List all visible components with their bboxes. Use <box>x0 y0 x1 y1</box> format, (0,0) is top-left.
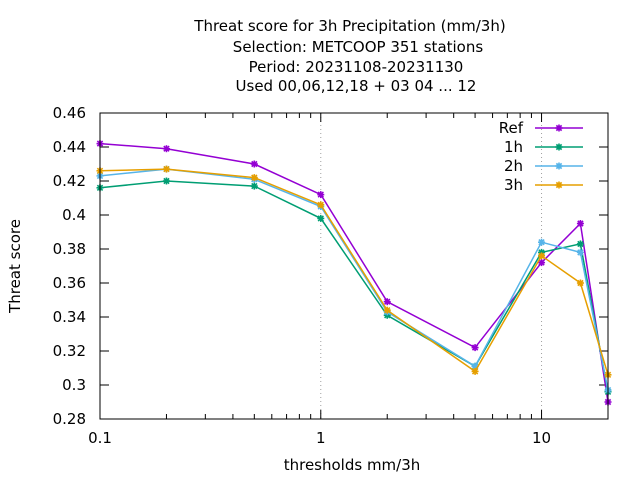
y-tick-label: 0.4 <box>62 206 86 224</box>
legend-marker-3h <box>555 181 563 189</box>
data-point-3h <box>250 174 258 182</box>
data-point-3h <box>317 201 325 209</box>
data-point-1h <box>317 214 325 222</box>
data-point-2h <box>576 248 584 256</box>
data-point-3h <box>538 252 546 260</box>
series-line-2h <box>99 168 609 391</box>
series-group <box>96 140 612 406</box>
legend-label-2h: 2h <box>504 157 523 175</box>
title-line-2: Selection: METCOOP 351 stations <box>233 38 484 56</box>
y-tick-label: 0.38 <box>53 240 86 258</box>
y-tick-label: 0.3 <box>62 376 86 394</box>
y-tick-label: 0.44 <box>53 138 86 156</box>
data-point-Ref <box>538 259 546 267</box>
x-tick-label: 10 <box>532 429 551 447</box>
x-axis-label: thresholds mm/3h <box>284 456 421 474</box>
data-point-1h <box>576 240 584 248</box>
data-point-3h <box>576 279 584 287</box>
data-point-3h <box>162 165 170 173</box>
data-point-Ref <box>383 298 391 306</box>
x-tick-label: 1 <box>316 429 326 447</box>
series-line-3h <box>99 168 609 376</box>
data-point-3h <box>383 306 391 314</box>
series-line-1h <box>99 180 609 392</box>
data-point-3h <box>471 367 479 375</box>
legend-marker-2h <box>555 162 563 170</box>
title-line-3: Period: 20231108-20231130 <box>249 58 464 76</box>
data-point-Ref <box>317 191 325 199</box>
y-tick-label: 0.32 <box>53 342 86 360</box>
data-point-1h <box>250 182 258 190</box>
legend-label-1h: 1h <box>504 138 523 156</box>
chart-title: Threat score for 3h Precipitation (mm/3h… <box>193 17 505 95</box>
data-point-Ref <box>471 344 479 352</box>
legend-label-3h: 3h <box>504 176 523 194</box>
y-tick-label: 0.42 <box>53 172 86 190</box>
x-tick-label: 0.1 <box>88 429 112 447</box>
data-point-1h <box>162 177 170 185</box>
y-tick-label: 0.36 <box>53 274 86 292</box>
title-line-1: Threat score for 3h Precipitation (mm/3h… <box>193 17 505 35</box>
y-tick-label: 0.46 <box>53 104 86 122</box>
data-point-Ref <box>250 160 258 168</box>
tick-labels: 0.28 0.3 0.32 0.34 0.36 0.38 0.4 0.42 0.44 0.46 0.… <box>53 104 551 447</box>
data-point-Ref <box>162 145 170 153</box>
y-tick-label: 0.34 <box>53 308 86 326</box>
legend-marker-1h <box>555 143 563 151</box>
y-axis-label: Threat score <box>6 219 24 314</box>
title-line-4: Used 00,06,12,18 + 03 04 ... 12 <box>236 77 477 95</box>
y-tick-label: 0.28 <box>53 410 86 428</box>
data-point-Ref <box>576 220 584 227</box>
data-point-2h <box>538 238 546 246</box>
legend-label-Ref: Ref <box>499 119 524 137</box>
legend-marker-Ref <box>555 124 563 132</box>
plot-frame <box>99 112 609 420</box>
